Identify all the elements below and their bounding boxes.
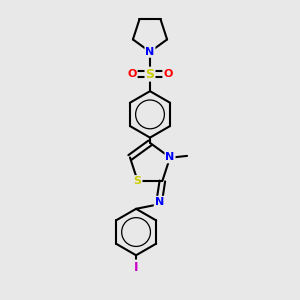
Text: O: O	[128, 69, 137, 79]
Text: N: N	[146, 47, 154, 57]
Text: S: S	[134, 176, 142, 186]
Text: N: N	[165, 152, 175, 162]
Text: S: S	[146, 68, 154, 81]
Text: O: O	[163, 69, 172, 79]
Text: N: N	[155, 197, 164, 207]
Text: I: I	[134, 260, 138, 274]
